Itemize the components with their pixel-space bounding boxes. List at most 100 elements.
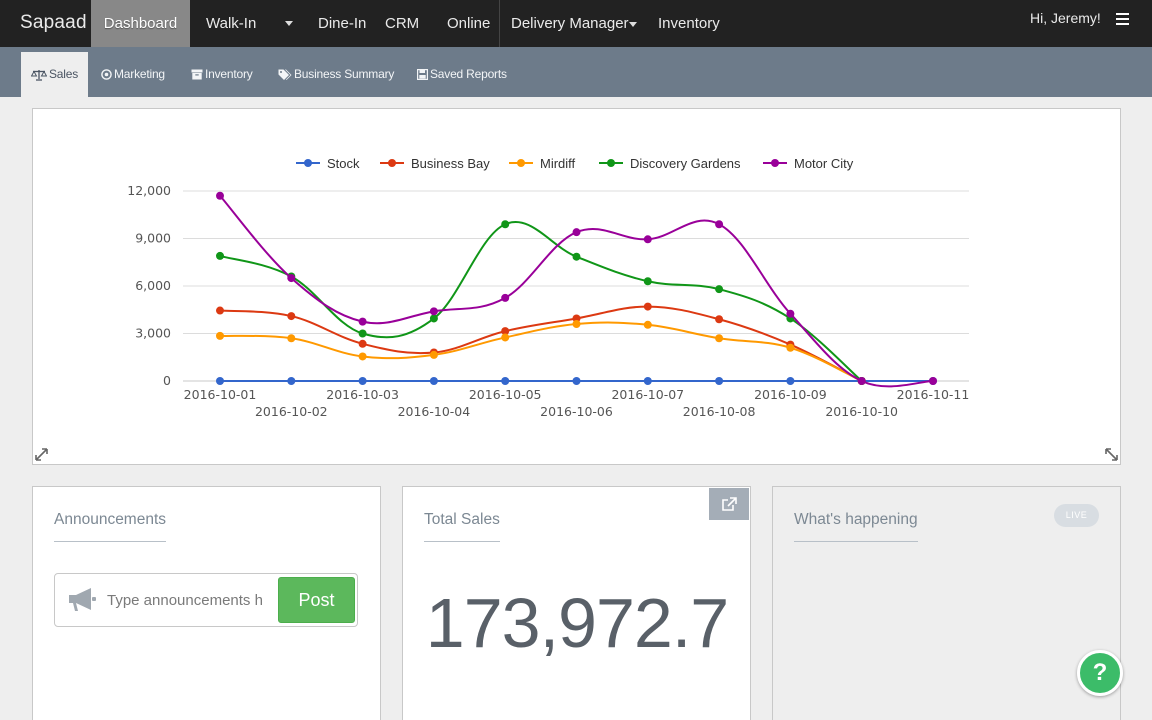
nav-dine-in[interactable]: Dine-In [318,15,367,32]
data-point-business-bay [358,339,367,348]
data-point-mirdiff [429,350,438,359]
walk-in-dropdown-caret-icon[interactable] [285,21,293,26]
subtab-inventory-label: Inventory [205,67,253,81]
total-sales-panel: Total Sales 173,972.7 [402,486,751,720]
x-tick-label: 2016-10-04 [398,404,471,419]
nav-walk-in[interactable]: Walk-In [206,15,257,32]
nav-inventory[interactable]: Inventory [658,15,720,32]
series-line-business-bay [219,305,863,382]
announcements-panel: Announcements Post [32,486,381,720]
data-point-mirdiff [643,320,652,329]
data-point-stock [643,377,652,385]
y-tick-label: 12,000 [127,183,171,198]
x-tick-label: 2016-10-10 [825,404,898,419]
menu-hamburger-icon[interactable] [1116,13,1129,25]
legend-label-business-bay: Business Bay [411,156,490,171]
data-point-motor-city [572,228,581,237]
nav-dashboard[interactable]: Dashboard [91,0,190,47]
whats-happening-panel: What's happening LIVE [772,486,1121,720]
y-tick-label: 6,000 [135,278,171,293]
data-point-business-bay [287,312,296,321]
x-tick-label: 2016-10-02 [255,404,328,419]
top-navbar: Sapaad Dashboard Walk-In Dine-In CRM Onl… [0,0,1152,47]
data-point-motor-city [715,220,724,229]
legend-label-stock: Stock [327,156,360,171]
live-badge: LIVE [1054,504,1099,527]
nav-crm[interactable]: CRM [385,15,420,32]
subtab-inventory[interactable]: Inventory [191,52,253,97]
legend-marker-motor-city [771,159,779,167]
data-point-stock [216,377,224,385]
x-tick-label: 2016-10-11 [897,387,970,402]
announcement-input[interactable] [107,586,275,614]
subtab-saved-reports-label: Saved Reports [430,67,507,81]
nav-online[interactable]: Online [447,15,491,32]
data-point-motor-city [429,307,438,316]
data-point-discovery-gardens [572,252,581,261]
data-point-stock [501,377,510,385]
tags-icon [278,69,292,80]
x-tick-label: 2016-10-08 [683,404,756,419]
brand-logo[interactable]: Sapaad [20,12,87,33]
whats-happening-title: What's happening [794,511,918,542]
total-sales-title: Total Sales [424,511,500,542]
help-button[interactable]: ? [1077,650,1123,696]
archive-icon [191,69,203,80]
external-link-icon [722,497,737,511]
data-point-stock [786,377,795,385]
data-point-discovery-gardens [501,220,510,229]
x-tick-label: 2016-10-09 [754,387,827,402]
sales-chart-panel: 0 3,000 6,000 9,000 12,000 2016-10-01 2016-10-… [32,108,1121,465]
open-external-button[interactable] [709,488,749,520]
sales-line-chart: 0 3,000 6,000 9,000 12,000 2016-10-01 2016-10-… [35,156,1118,461]
legend-marker-stock [304,159,312,167]
subtab-sales-label: Sales [49,67,79,81]
y-tick-label: 3,000 [135,326,171,341]
data-point-mirdiff [501,333,510,342]
data-point-business-bay [216,306,224,315]
data-point-motor-city [857,377,866,385]
total-sales-value: 173,972.7 [425,584,729,662]
bullseye-icon [101,69,112,81]
x-tick-label: 2016-10-03 [326,387,399,402]
series-line-discovery-gardens [219,221,863,382]
x-tick-label: 2016-10-06 [540,404,613,419]
sub-navbar: Sales Marketing Inventory Business Summa… [0,47,1152,97]
subtab-saved-reports[interactable]: Saved Reports [417,52,507,97]
series-line-motor-city [219,195,934,388]
subtab-sales[interactable]: Sales [21,52,88,97]
subtab-business-summary-label: Business Summary [294,67,395,81]
data-point-discovery-gardens [216,251,224,260]
resize-icon [1105,448,1118,461]
data-point-stock [358,377,367,385]
post-button[interactable]: Post [278,577,355,623]
expand-icon [35,448,48,461]
y-tick-label: 0 [163,373,171,388]
data-point-business-bay [643,302,652,311]
data-point-discovery-gardens [643,277,652,286]
user-greeting[interactable]: Hi, Jeremy! [1030,10,1101,26]
data-point-motor-city [287,274,296,283]
delivery-manager-caret-icon[interactable] [629,22,637,27]
x-tick-label: 2016-10-07 [611,387,684,402]
series-line-mirdiff [219,321,863,382]
data-point-stock [715,377,724,385]
data-point-motor-city [929,377,937,385]
nav-delivery-manager[interactable]: Delivery Manager [511,15,629,32]
legend-marker-business-bay [388,159,396,167]
announcement-form: Post [54,573,358,627]
data-point-discovery-gardens [358,329,367,338]
data-point-business-bay [715,315,724,324]
data-point-motor-city [643,235,652,244]
x-tick-label: 2016-10-01 [184,387,257,402]
data-point-stock [287,377,296,385]
data-point-mirdiff [287,334,296,343]
data-point-mirdiff [786,343,795,352]
subtab-marketing[interactable]: Marketing [101,52,165,97]
data-point-stock [429,377,438,385]
data-point-mirdiff [715,334,724,343]
data-point-motor-city [501,293,510,302]
save-icon [417,69,428,81]
subtab-business-summary[interactable]: Business Summary [278,52,394,97]
megaphone-icon [69,588,96,611]
